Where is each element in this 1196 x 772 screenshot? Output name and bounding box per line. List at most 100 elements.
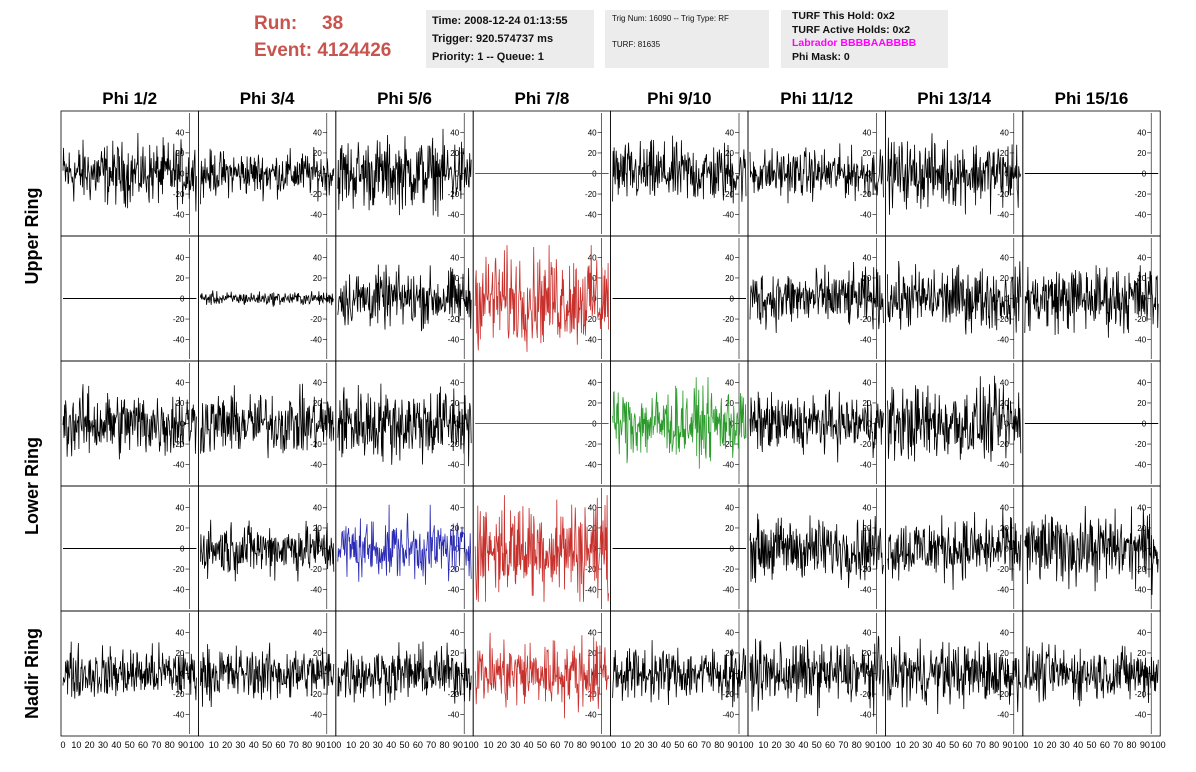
- y-tick-label: 40: [450, 503, 459, 512]
- x-tick-label: 70: [426, 740, 436, 750]
- waveform-trace: [337, 128, 472, 217]
- y-tick-label: 40: [1000, 128, 1009, 137]
- y-tick-label: 20: [313, 399, 322, 408]
- y-tick-label: 20: [313, 149, 322, 158]
- waveform-trace: [749, 143, 884, 204]
- y-tick-label: -20: [997, 565, 1009, 574]
- y-tick-label: -40: [448, 711, 460, 720]
- x-tick-label: 30: [785, 740, 795, 750]
- waveform-trace: [612, 377, 747, 469]
- waveform-trace: [337, 383, 472, 467]
- y-tick-label: 0: [730, 420, 735, 429]
- y-tick-label: -40: [1135, 461, 1147, 470]
- y-tick-label: -20: [860, 440, 872, 449]
- y-tick-label: -20: [1135, 440, 1147, 449]
- x-tick-label: 100: [1151, 740, 1166, 750]
- y-tick-label: 20: [1137, 649, 1146, 658]
- x-tick-label: 20: [1046, 740, 1056, 750]
- y-tick-label: -40: [310, 711, 322, 720]
- y-tick-label: 20: [588, 399, 597, 408]
- y-tick-label: -40: [997, 336, 1009, 345]
- y-tick-label: -20: [173, 690, 185, 699]
- waveform-trace: [887, 375, 1022, 462]
- x-tick-label: 70: [564, 740, 574, 750]
- y-tick-label: -20: [173, 565, 185, 574]
- x-tick-label: 70: [976, 740, 986, 750]
- y-tick-label: 0: [455, 545, 460, 554]
- x-tick-label: 70: [151, 740, 161, 750]
- y-tick-label: -20: [310, 315, 322, 324]
- y-tick-label: 20: [588, 524, 597, 533]
- row-label: Upper Ring: [22, 188, 42, 285]
- y-tick-label: -20: [585, 440, 597, 449]
- y-tick-label: -40: [1135, 711, 1147, 720]
- x-tick-label: 70: [289, 740, 299, 750]
- run-value: 38: [322, 13, 344, 34]
- priority-text: Priority: 1 -- Queue: 1: [432, 51, 544, 63]
- x-tick-label: 80: [302, 740, 312, 750]
- waveform-trace: [1024, 505, 1159, 595]
- x-tick-label: 70: [838, 740, 848, 750]
- y-tick-label: -40: [860, 336, 872, 345]
- x-tick-label: 40: [1073, 740, 1083, 750]
- y-tick-label: 20: [1137, 149, 1146, 158]
- y-tick-label: 40: [313, 503, 322, 512]
- y-tick-label: 40: [450, 253, 459, 262]
- y-tick-label: -40: [173, 586, 185, 595]
- y-tick-label: -40: [585, 211, 597, 220]
- y-tick-label: 20: [175, 149, 184, 158]
- x-tick-label: 60: [138, 740, 148, 750]
- y-tick-label: 20: [725, 149, 734, 158]
- x-tick-label: 90: [1002, 740, 1012, 750]
- y-tick-label: 20: [175, 274, 184, 283]
- y-tick-label: -40: [585, 586, 597, 595]
- y-tick-label: -40: [997, 461, 1009, 470]
- x-tick-label: 60: [1100, 740, 1110, 750]
- waveform-trace: [62, 132, 197, 212]
- waveform-trace: [200, 383, 335, 459]
- y-tick-label: -40: [585, 461, 597, 470]
- y-tick-label: -20: [997, 690, 1009, 699]
- y-tick-label: -40: [722, 336, 734, 345]
- event-value: 4124426: [317, 40, 392, 61]
- y-tick-label: -40: [448, 461, 460, 470]
- event-label: Event:: [254, 40, 313, 61]
- x-tick-label: 30: [648, 740, 658, 750]
- phi-mask-text: Phi Mask: 0: [792, 50, 850, 63]
- x-tick-label: 60: [413, 740, 423, 750]
- run-label: Run:: [254, 13, 298, 34]
- y-tick-label: 40: [175, 128, 184, 137]
- y-tick-label: -20: [310, 565, 322, 574]
- y-tick-label: -40: [860, 211, 872, 220]
- y-tick-label: 0: [317, 545, 322, 554]
- y-tick-label: 20: [862, 274, 871, 283]
- column-label: Phi 7/8: [514, 89, 569, 108]
- waveform-trace: [749, 389, 884, 463]
- y-tick-label: -40: [722, 586, 734, 595]
- y-tick-label: 40: [450, 128, 459, 137]
- waveform-trace: [474, 495, 609, 602]
- x-tick-label: 20: [85, 740, 95, 750]
- y-tick-label: 20: [725, 524, 734, 533]
- x-tick-label: 30: [510, 740, 520, 750]
- y-tick-label: -40: [173, 336, 185, 345]
- x-tick-label: 80: [989, 740, 999, 750]
- y-tick-label: 40: [725, 253, 734, 262]
- y-tick-label: -40: [860, 586, 872, 595]
- y-tick-label: 20: [175, 524, 184, 533]
- y-tick-label: 40: [862, 128, 871, 137]
- column-label: Phi 15/16: [1055, 89, 1129, 108]
- x-tick-label: 10: [896, 740, 906, 750]
- y-tick-label: -40: [997, 711, 1009, 720]
- x-tick-label: 60: [550, 740, 560, 750]
- y-tick-label: 20: [450, 274, 459, 283]
- x-tick-label: 100: [326, 740, 341, 750]
- y-tick-label: -20: [860, 690, 872, 699]
- y-tick-label: -20: [310, 440, 322, 449]
- waveform-trace: [200, 146, 335, 205]
- y-tick-label: 20: [725, 399, 734, 408]
- y-tick-label: -40: [585, 711, 597, 720]
- labrador-text: Labrador BBBBAABBBB: [792, 37, 917, 49]
- y-tick-label: 20: [1000, 149, 1009, 158]
